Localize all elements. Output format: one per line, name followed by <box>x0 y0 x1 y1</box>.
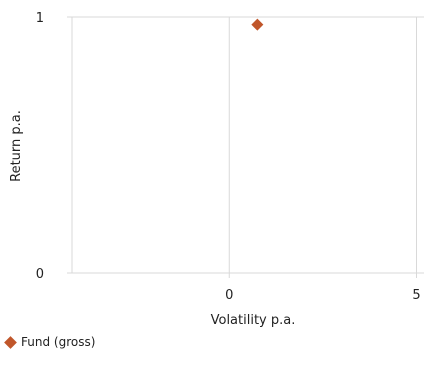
axes <box>67 16 424 278</box>
y-tick-label: 1 <box>36 11 44 26</box>
diamond-marker-icon <box>4 335 17 349</box>
legend-label: Fund (gross) <box>21 335 96 349</box>
x-tick-label: 5 <box>412 288 420 303</box>
data-points <box>251 18 264 31</box>
grid-lines <box>72 16 424 274</box>
data-point <box>251 18 264 31</box>
x-axis-label: Volatility p.a. <box>211 313 296 328</box>
y-axis-label: Return p.a. <box>9 110 24 182</box>
tick-labels: 0 1 0 5 <box>36 11 421 303</box>
y-tick-label: 0 <box>36 267 44 282</box>
legend: Fund (gross) <box>4 333 95 351</box>
x-tick-label: 0 <box>225 288 233 303</box>
